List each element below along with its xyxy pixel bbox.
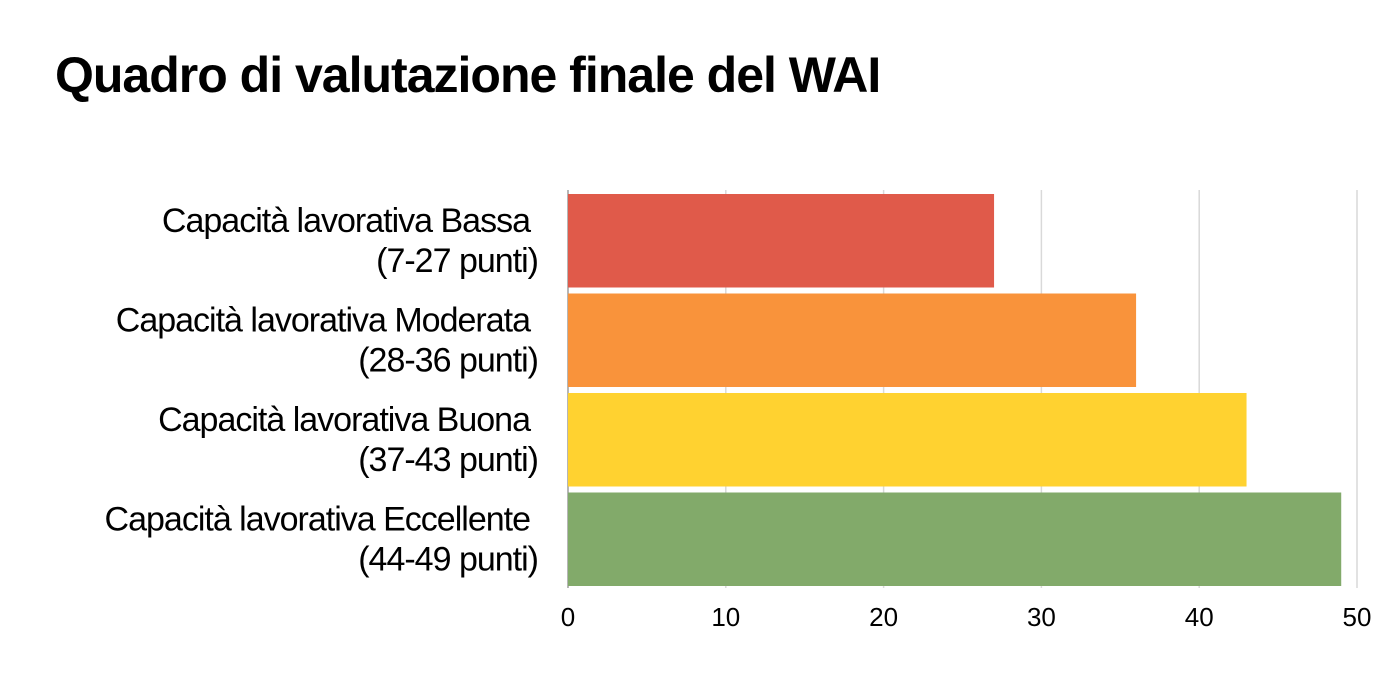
category-label-line1: Capacità lavorativa Eccellente [105,500,531,538]
chart-title: Quadro di valutazione finale del WAI [55,47,881,103]
value-axis: 0 10 20 30 40 50 [561,602,1372,632]
x-tick-label: 50 [1343,602,1372,632]
category-labels: Capacità lavorativa Bassa(7-27 punti) Cap… [105,202,539,579]
category-label-line1: Capacità lavorativa Buona [158,401,531,439]
x-tick-label: 40 [1185,602,1214,632]
bars [568,194,1342,586]
bar [568,393,1247,487]
category-label-line2: (7-27 punti) [376,242,538,280]
bar [568,194,995,288]
x-tick-label: 10 [711,602,740,632]
x-tick-label: 20 [869,602,898,632]
category-label-line2: (28-36 punti) [358,341,538,379]
bar [568,293,1137,387]
x-tick-label: 0 [561,602,575,632]
bar [568,492,1342,586]
category-label-line1: Capacità lavorativa Moderata [116,301,531,339]
category-label-line2: (44-49 punti) [358,540,538,578]
category-label-line2: (37-43 punti) [358,441,538,479]
x-tick-label: 30 [1027,602,1056,632]
category-label-line1: Capacità lavorativa Bassa [162,202,531,240]
